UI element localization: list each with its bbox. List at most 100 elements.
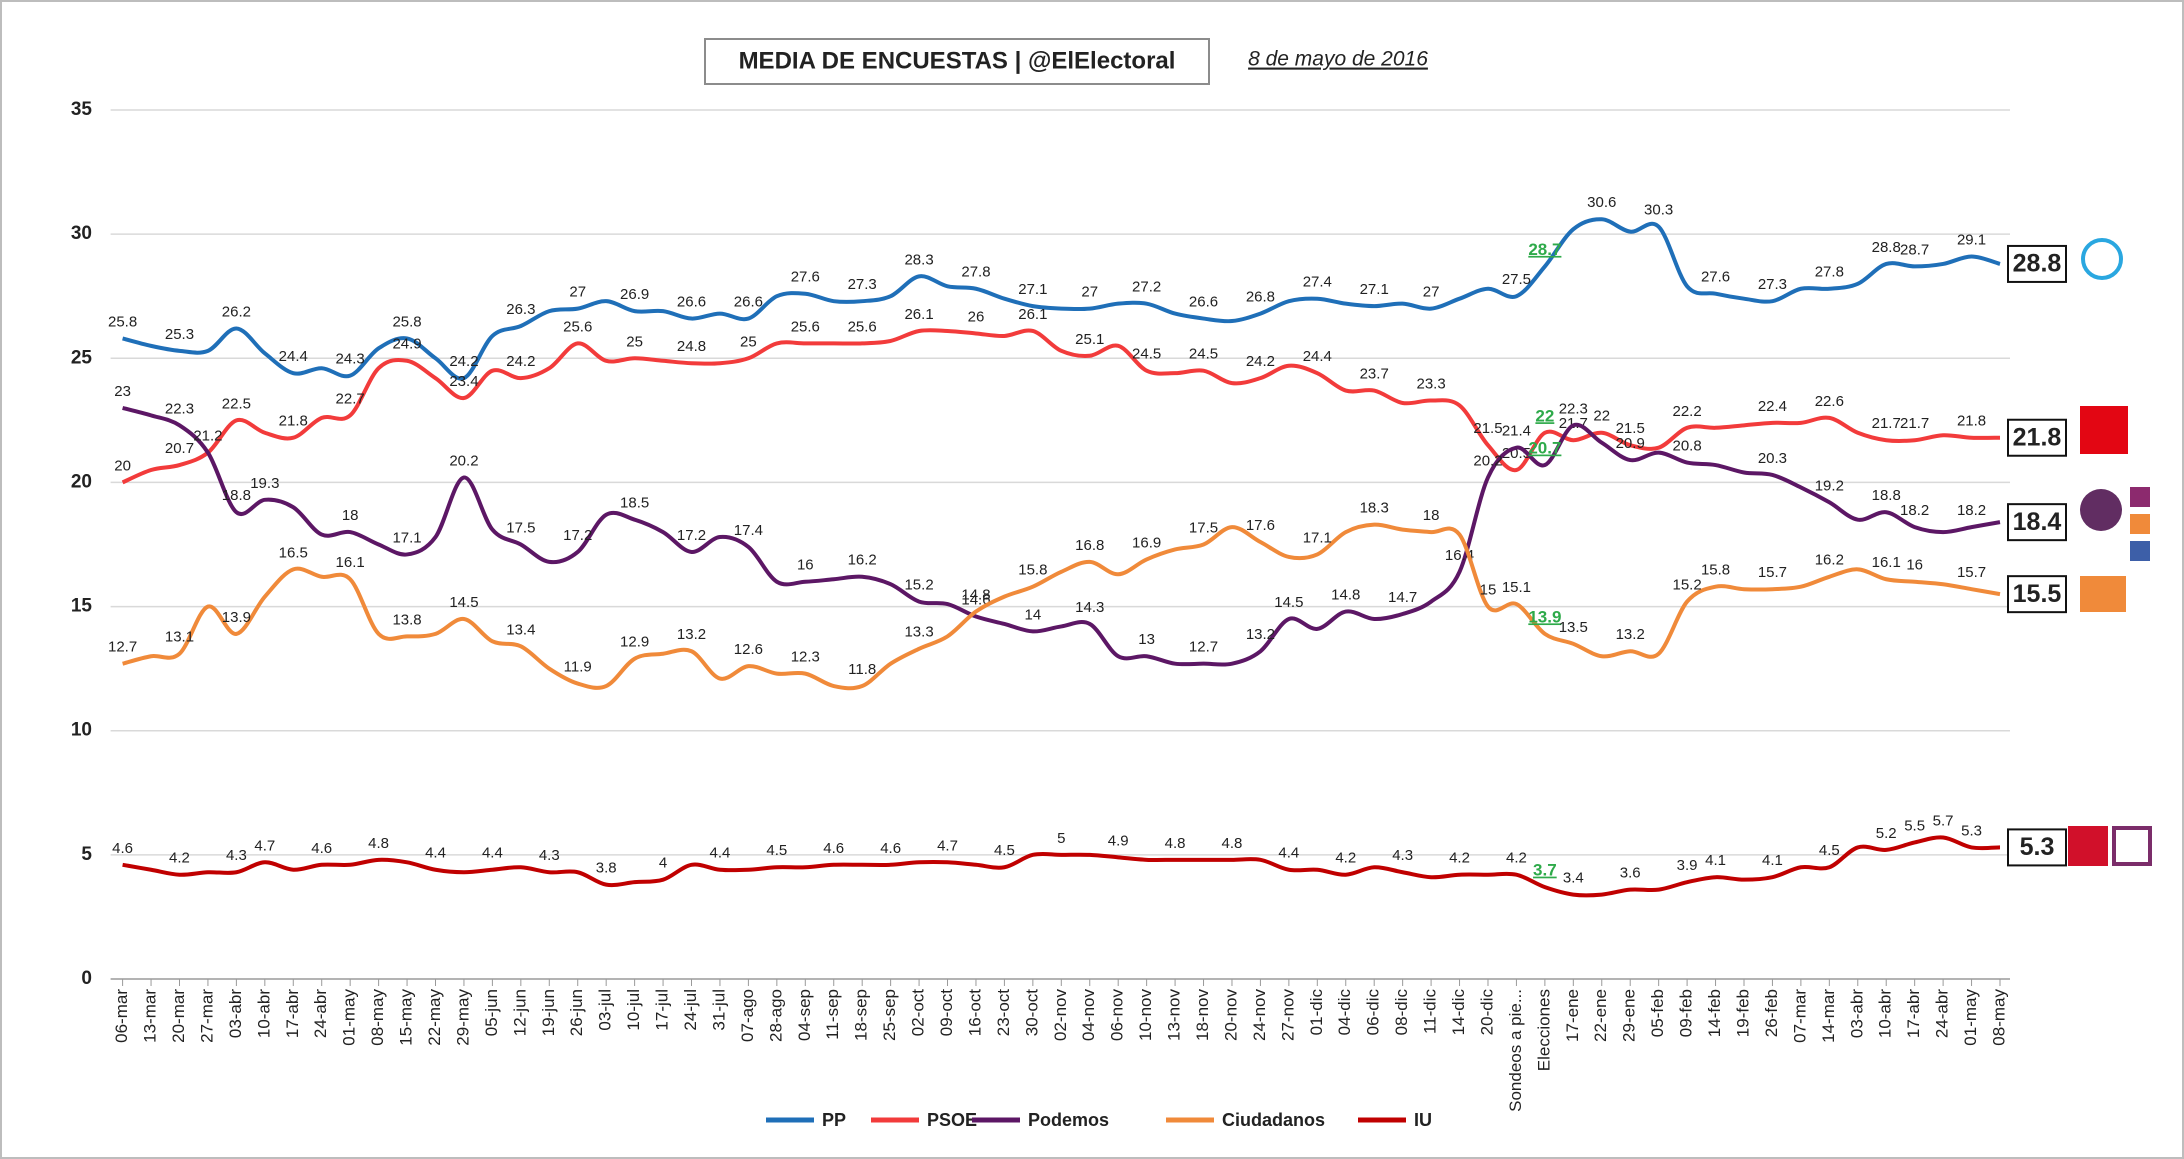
data-label: 25.8 [108, 313, 137, 330]
data-label: 21.4 [1502, 423, 1531, 440]
data-label: 4.6 [311, 840, 332, 857]
data-label: 16.1 [336, 554, 365, 571]
data-label: 14.3 [1075, 599, 1104, 616]
data-label: 24.5 [1132, 346, 1161, 363]
x-tick-label: 10-abr [254, 989, 273, 1038]
data-label: 27.1 [1360, 281, 1389, 298]
data-label: 19.3 [250, 475, 279, 492]
data-label: 16.2 [848, 552, 877, 569]
data-label: 26.2 [222, 303, 251, 320]
data-label: 12.6 [734, 641, 763, 658]
data-label: 25 [626, 333, 643, 350]
data-label: 4.4 [482, 845, 503, 862]
x-tick-label: 17-abr [1904, 989, 1923, 1038]
data-label: 28.7 [1900, 241, 1929, 258]
data-label: 19.2 [1815, 477, 1844, 494]
data-label: 13.9 [1528, 607, 1561, 626]
data-label: 12.7 [108, 639, 137, 656]
data-label: 27.8 [961, 264, 990, 281]
data-label: 11.9 [564, 659, 592, 676]
data-label: 4 [659, 855, 667, 872]
data-label: 11.8 [848, 661, 876, 678]
data-label: 24.2 [449, 353, 478, 370]
data-label: 22.6 [1815, 393, 1844, 410]
x-tick-label: 20-mar [169, 989, 188, 1043]
end-value-box [2007, 418, 2067, 457]
logo-pp [2081, 238, 2123, 280]
data-label: 15.7 [1758, 564, 1787, 581]
x-tick-label: 08-may [1989, 989, 2008, 1046]
x-tick-label: 20-dic [1477, 989, 1496, 1036]
data-label: 4.8 [1222, 835, 1243, 852]
data-label: 24.4 [279, 348, 308, 365]
data-label: 21.5 [1616, 420, 1645, 437]
data-label: 4.1 [1762, 852, 1783, 869]
data-label: 27.3 [848, 276, 877, 293]
legend-label: IU [1414, 1110, 1432, 1130]
data-label: 28.3 [904, 251, 933, 268]
data-label: 17.2 [677, 527, 706, 544]
data-label: 14.6 [961, 591, 990, 608]
data-label: 13.5 [1559, 619, 1588, 636]
x-tick-label: 27-mar [197, 989, 216, 1043]
data-label: 4.3 [1392, 847, 1413, 864]
data-label: 26.1 [1018, 306, 1047, 323]
data-label: 4.4 [425, 845, 446, 862]
data-label: 18.5 [620, 495, 649, 512]
legend-label: Ciudadanos [1222, 1110, 1325, 1130]
data-label: 27.4 [1303, 274, 1332, 291]
x-tick-label: 27-nov [1278, 989, 1297, 1041]
end-value: 28.8 [2013, 250, 2062, 278]
data-label: 14.7 [1388, 589, 1417, 606]
y-tick-label: 5 [81, 844, 92, 865]
data-label: 14.5 [1274, 594, 1303, 611]
x-tick-label: 22-may [425, 989, 444, 1046]
data-label: 4.2 [1506, 850, 1527, 867]
end-value: 15.5 [2013, 580, 2062, 608]
series-line [122, 406, 2001, 667]
data-label: 25.6 [791, 318, 820, 335]
data-label: 26 [968, 308, 985, 325]
data-label: 16.5 [279, 544, 308, 561]
x-tick-label: 14-dic [1449, 989, 1468, 1036]
data-label: 18.8 [222, 487, 251, 504]
x-tick-label: Elecciones [1534, 989, 1553, 1071]
data-label: 4.6 [823, 840, 844, 857]
x-tick-label: 02-oct [909, 989, 928, 1037]
x-tick-label: 09-oct [937, 989, 956, 1037]
x-tick-label: 23-oct [994, 989, 1013, 1037]
data-label: 15.8 [1018, 562, 1047, 579]
data-label: 4.6 [112, 840, 133, 857]
logo-cs [2080, 576, 2126, 612]
x-tick-label: 03-abr [226, 989, 245, 1038]
x-tick-label: 22-ene [1591, 989, 1610, 1042]
data-label: 23.3 [1416, 375, 1445, 392]
data-label: 27.6 [791, 269, 820, 286]
x-tick-label: 02-nov [1051, 989, 1070, 1041]
data-label: 20.8 [1672, 438, 1701, 455]
data-label: 18.2 [1957, 502, 1986, 519]
x-tick-label: 28-ago [766, 989, 785, 1042]
x-tick-label: 24-nov [1250, 989, 1269, 1041]
data-label: 17.6 [1246, 517, 1275, 534]
data-label: 24.8 [677, 338, 706, 355]
logo-confluence [2130, 487, 2150, 507]
data-label: 4.5 [994, 842, 1015, 859]
legend-label: Podemos [1028, 1110, 1109, 1130]
x-tick-label: 26-feb [1762, 989, 1781, 1037]
x-tick-label: 11-dic [1421, 989, 1440, 1035]
x-tick-label: 06-dic [1364, 989, 1383, 1036]
y-tick-label: 15 [71, 596, 93, 617]
data-label: 28.7 [1528, 240, 1561, 259]
data-label: 17.2 [563, 527, 592, 544]
end-value: 5.3 [2020, 833, 2055, 861]
data-label: 22.4 [1758, 398, 1787, 415]
x-tick-label: 04-sep [795, 989, 814, 1041]
logo-confluence [2130, 541, 2150, 561]
data-label: 27 [1423, 284, 1440, 301]
data-label: 24.4 [1303, 348, 1332, 365]
data-label: 3.4 [1563, 870, 1584, 887]
x-tick-label: 09-feb [1677, 989, 1696, 1037]
data-label: 4.2 [169, 850, 190, 867]
x-tick-label: 06-nov [1108, 989, 1127, 1041]
